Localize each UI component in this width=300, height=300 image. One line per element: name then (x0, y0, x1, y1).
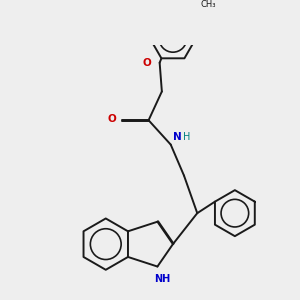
Text: CH₃: CH₃ (201, 0, 216, 9)
Text: H: H (183, 132, 190, 142)
Text: N: N (173, 132, 182, 142)
Text: O: O (143, 58, 152, 68)
Text: O: O (108, 114, 117, 124)
Text: NH: NH (154, 274, 171, 284)
